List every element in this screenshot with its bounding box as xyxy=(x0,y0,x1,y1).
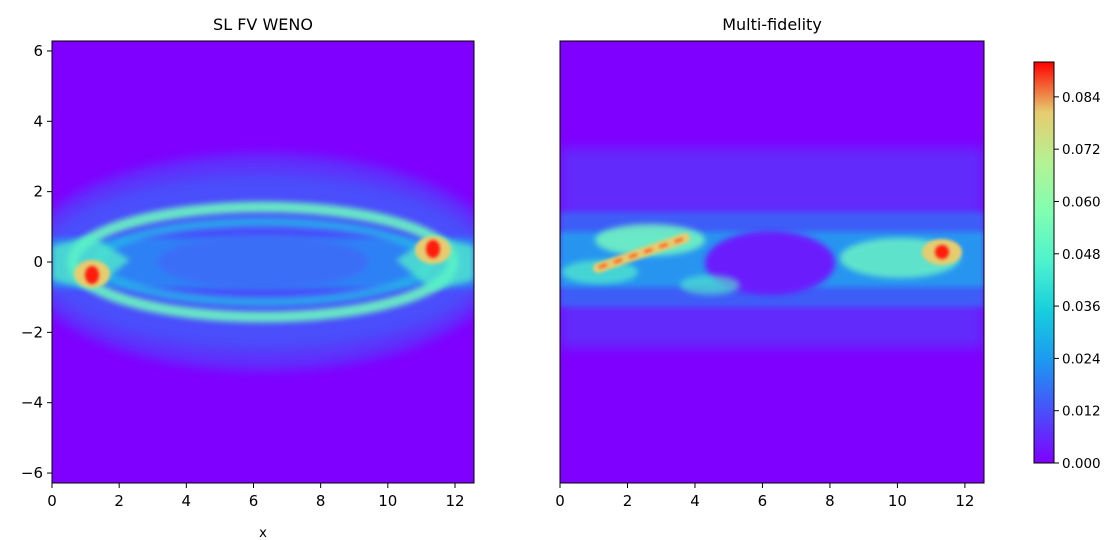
hole-right xyxy=(705,231,835,295)
streak-right xyxy=(598,237,685,269)
x-tick-label: 8 xyxy=(825,492,835,510)
y-tick-label: 0 xyxy=(33,253,43,271)
x-tick-label: 2 xyxy=(114,492,124,510)
colorbar-tick-label: 0.024 xyxy=(1062,351,1101,367)
colorbar-tick-label: 0.000 xyxy=(1062,456,1101,472)
x-tick-label: 10 xyxy=(378,492,397,510)
y-tick-label: 6 xyxy=(33,42,43,60)
x-tick-label: 8 xyxy=(316,492,326,510)
y-tick-label: 2 xyxy=(33,183,43,201)
interior-left xyxy=(158,236,368,288)
title-left: SL FV WENO xyxy=(213,15,313,34)
patch-right-4 xyxy=(680,275,740,295)
x-tick-label: 6 xyxy=(249,492,259,510)
x-tick-label: 4 xyxy=(182,492,192,510)
heatmap-field-right xyxy=(560,148,984,348)
title-right: Multi-fidelity xyxy=(722,15,822,34)
hotspot-left-1 xyxy=(85,266,99,284)
y-tick-label: −6 xyxy=(21,464,43,482)
y-tick-label: 4 xyxy=(33,112,43,130)
colorbar-tick-label: 0.072 xyxy=(1062,142,1101,158)
ticks-colorbar: 0.084 0.072 0.060 0.048 0.036 0.024 0.012 0.000 xyxy=(1054,90,1101,472)
heatmap-field-left xyxy=(52,154,474,370)
x-tick-label: 2 xyxy=(623,492,633,510)
x-tick-label: 0 xyxy=(47,492,57,510)
ticks-right: 0 2 4 6 8 10 12 xyxy=(555,483,974,510)
x-tick-label: 4 xyxy=(690,492,700,510)
colorbar-frame xyxy=(1033,61,1055,464)
hotspot-right xyxy=(935,245,949,259)
x-tick-label: 12 xyxy=(445,492,464,510)
frame-right xyxy=(559,40,985,484)
streak-right-glow xyxy=(593,233,690,273)
hotspot-left-2 xyxy=(426,240,440,258)
panel-left: 0 2 4 6 8 10 12 6 4 2 0 −2 −4 −6 SL FV WENO x xyxy=(21,15,475,540)
colorbar: 0.084 0.072 0.060 0.048 0.036 0.024 0.012 0.000 xyxy=(1033,61,1101,472)
ticks-left: 0 2 4 6 8 10 12 6 4 2 0 −2 −4 −6 xyxy=(21,42,465,510)
y-tick-label: −2 xyxy=(21,323,43,341)
colorbar-tick-label: 0.036 xyxy=(1062,299,1101,315)
x-tick-label: 0 xyxy=(555,492,565,510)
patch-right-1 xyxy=(595,224,705,256)
colorbar-tick-label: 0.084 xyxy=(1062,90,1101,106)
y-tick-label: −4 xyxy=(21,394,43,412)
colorbar-tick-label: 0.060 xyxy=(1062,194,1101,210)
colorbar-tick-label: 0.012 xyxy=(1062,404,1101,420)
x-tick-label: 6 xyxy=(758,492,768,510)
colorbar-tick-label: 0.048 xyxy=(1062,247,1101,263)
x-tick-label: 12 xyxy=(955,492,974,510)
xlabel-left: x xyxy=(259,525,267,540)
x-tick-label: 10 xyxy=(888,492,907,510)
panel-right: 0 2 4 6 8 10 12 Multi-fidelity xyxy=(555,15,985,510)
colorbar-gradient xyxy=(1034,62,1054,463)
